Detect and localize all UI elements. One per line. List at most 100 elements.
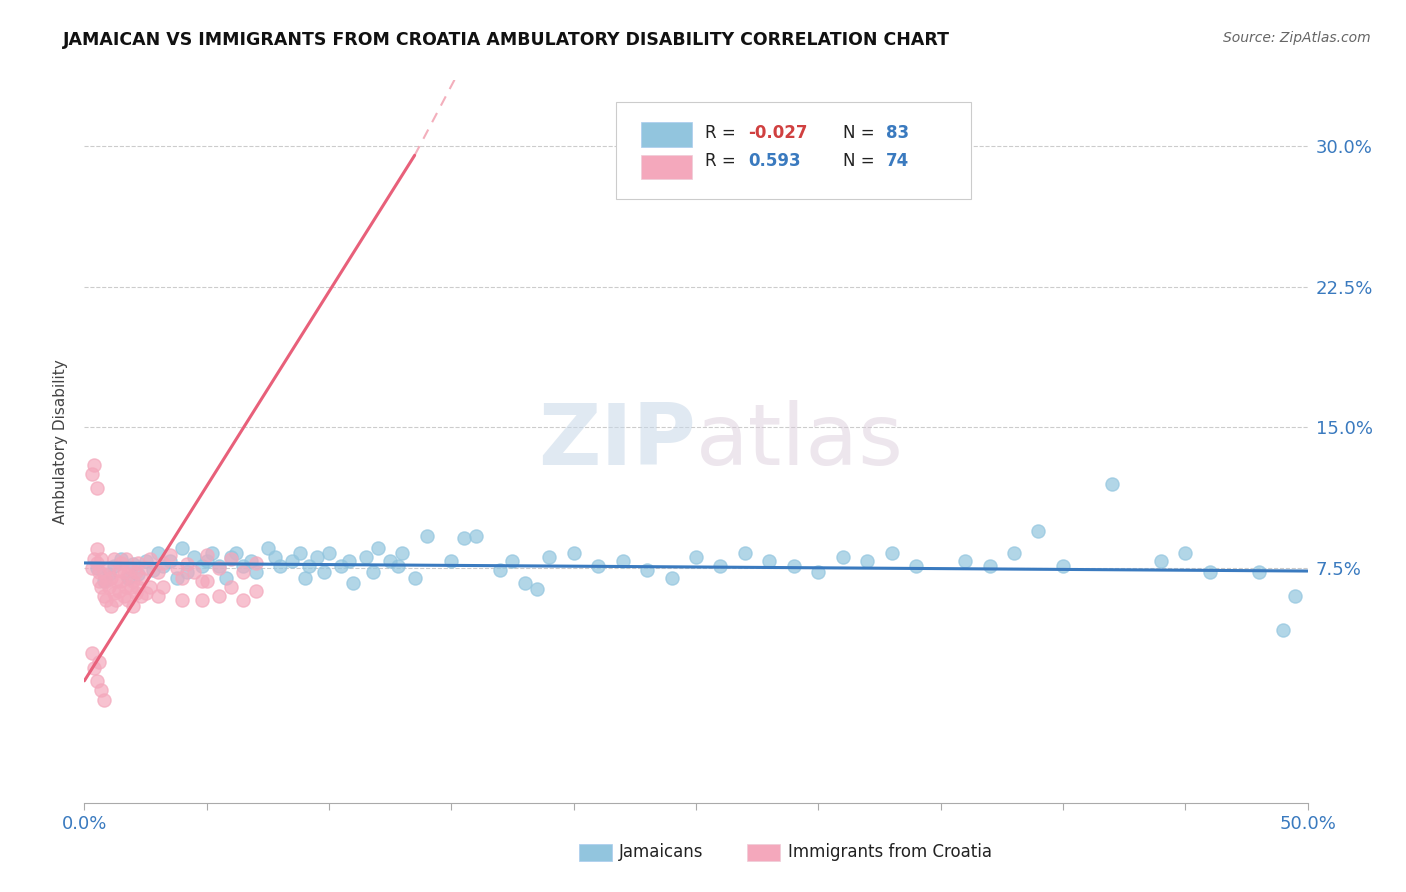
Point xyxy=(880,546,903,560)
Point xyxy=(305,549,328,564)
FancyBboxPatch shape xyxy=(578,844,612,862)
Point xyxy=(232,593,254,607)
Point xyxy=(489,563,512,577)
Point xyxy=(166,571,188,585)
Point xyxy=(239,554,262,568)
Point xyxy=(129,571,152,585)
Point xyxy=(183,565,205,579)
Point xyxy=(195,548,218,562)
Point xyxy=(103,559,125,574)
Point xyxy=(135,561,157,575)
Point xyxy=(232,565,254,579)
Point xyxy=(391,546,413,560)
Point xyxy=(97,580,120,594)
Point xyxy=(176,565,198,579)
Point xyxy=(96,574,118,589)
Point xyxy=(1028,524,1050,538)
Point xyxy=(135,585,157,599)
Point xyxy=(281,554,304,568)
Point xyxy=(264,549,287,564)
Point xyxy=(86,481,108,495)
Point xyxy=(208,561,231,575)
FancyBboxPatch shape xyxy=(748,844,780,862)
Text: Source: ZipAtlas.com: Source: ZipAtlas.com xyxy=(1223,31,1371,45)
Point xyxy=(139,551,162,566)
Point xyxy=(117,571,139,585)
Point xyxy=(125,585,148,599)
Point xyxy=(562,546,585,560)
Point xyxy=(172,571,194,585)
Text: N =: N = xyxy=(842,124,875,142)
Point xyxy=(1247,565,1270,579)
Point xyxy=(122,558,145,572)
Text: 74: 74 xyxy=(886,153,908,170)
Point xyxy=(86,556,108,570)
Point xyxy=(112,590,135,604)
Point xyxy=(105,574,128,589)
Point xyxy=(1101,476,1123,491)
Point xyxy=(97,561,120,575)
Point xyxy=(257,541,280,555)
Point xyxy=(112,565,135,579)
Point xyxy=(83,661,105,675)
FancyBboxPatch shape xyxy=(641,154,692,179)
Point xyxy=(80,646,103,660)
Point xyxy=(93,692,115,706)
Point xyxy=(330,559,353,574)
Point xyxy=(661,571,683,585)
Point xyxy=(80,467,103,482)
Point xyxy=(440,554,463,568)
Point xyxy=(110,574,132,589)
Point xyxy=(219,549,242,564)
Text: -0.027: -0.027 xyxy=(748,124,808,142)
Point xyxy=(453,531,475,545)
Point xyxy=(685,549,707,564)
Point xyxy=(86,673,108,688)
Point xyxy=(953,554,976,568)
Point xyxy=(90,683,112,698)
Point xyxy=(298,559,321,574)
Point xyxy=(219,580,242,594)
Point xyxy=(152,580,174,594)
Point xyxy=(103,585,125,599)
Point xyxy=(139,580,162,594)
Point xyxy=(87,655,110,669)
Point xyxy=(96,593,118,607)
Point xyxy=(502,554,524,568)
Point xyxy=(1150,554,1173,568)
Text: ZIP: ZIP xyxy=(538,400,696,483)
Point xyxy=(107,583,129,598)
Point xyxy=(93,566,115,581)
Point xyxy=(200,546,222,560)
Point xyxy=(183,549,205,564)
Point xyxy=(86,542,108,557)
Point xyxy=(142,563,165,577)
Point xyxy=(1174,546,1197,560)
Point xyxy=(127,566,149,581)
Point xyxy=(318,546,340,560)
Point xyxy=(146,546,169,560)
Point xyxy=(416,529,439,543)
Point xyxy=(93,574,115,589)
Point xyxy=(404,571,426,585)
Point xyxy=(135,554,157,568)
Point xyxy=(86,561,108,575)
Point xyxy=(225,546,247,560)
Point xyxy=(115,551,138,566)
FancyBboxPatch shape xyxy=(641,122,692,147)
Y-axis label: Ambulatory Disability: Ambulatory Disability xyxy=(53,359,69,524)
Point xyxy=(83,551,105,566)
Text: R =: R = xyxy=(704,124,735,142)
Point xyxy=(117,593,139,607)
Point xyxy=(120,580,142,594)
Point xyxy=(100,599,122,613)
Point xyxy=(245,565,267,579)
Point xyxy=(807,565,830,579)
Text: Jamaicans: Jamaicans xyxy=(619,843,703,861)
Point xyxy=(191,574,214,589)
Point xyxy=(380,554,402,568)
Point xyxy=(87,565,110,579)
Point xyxy=(269,559,291,574)
Point xyxy=(1284,590,1306,604)
Point xyxy=(195,574,218,589)
